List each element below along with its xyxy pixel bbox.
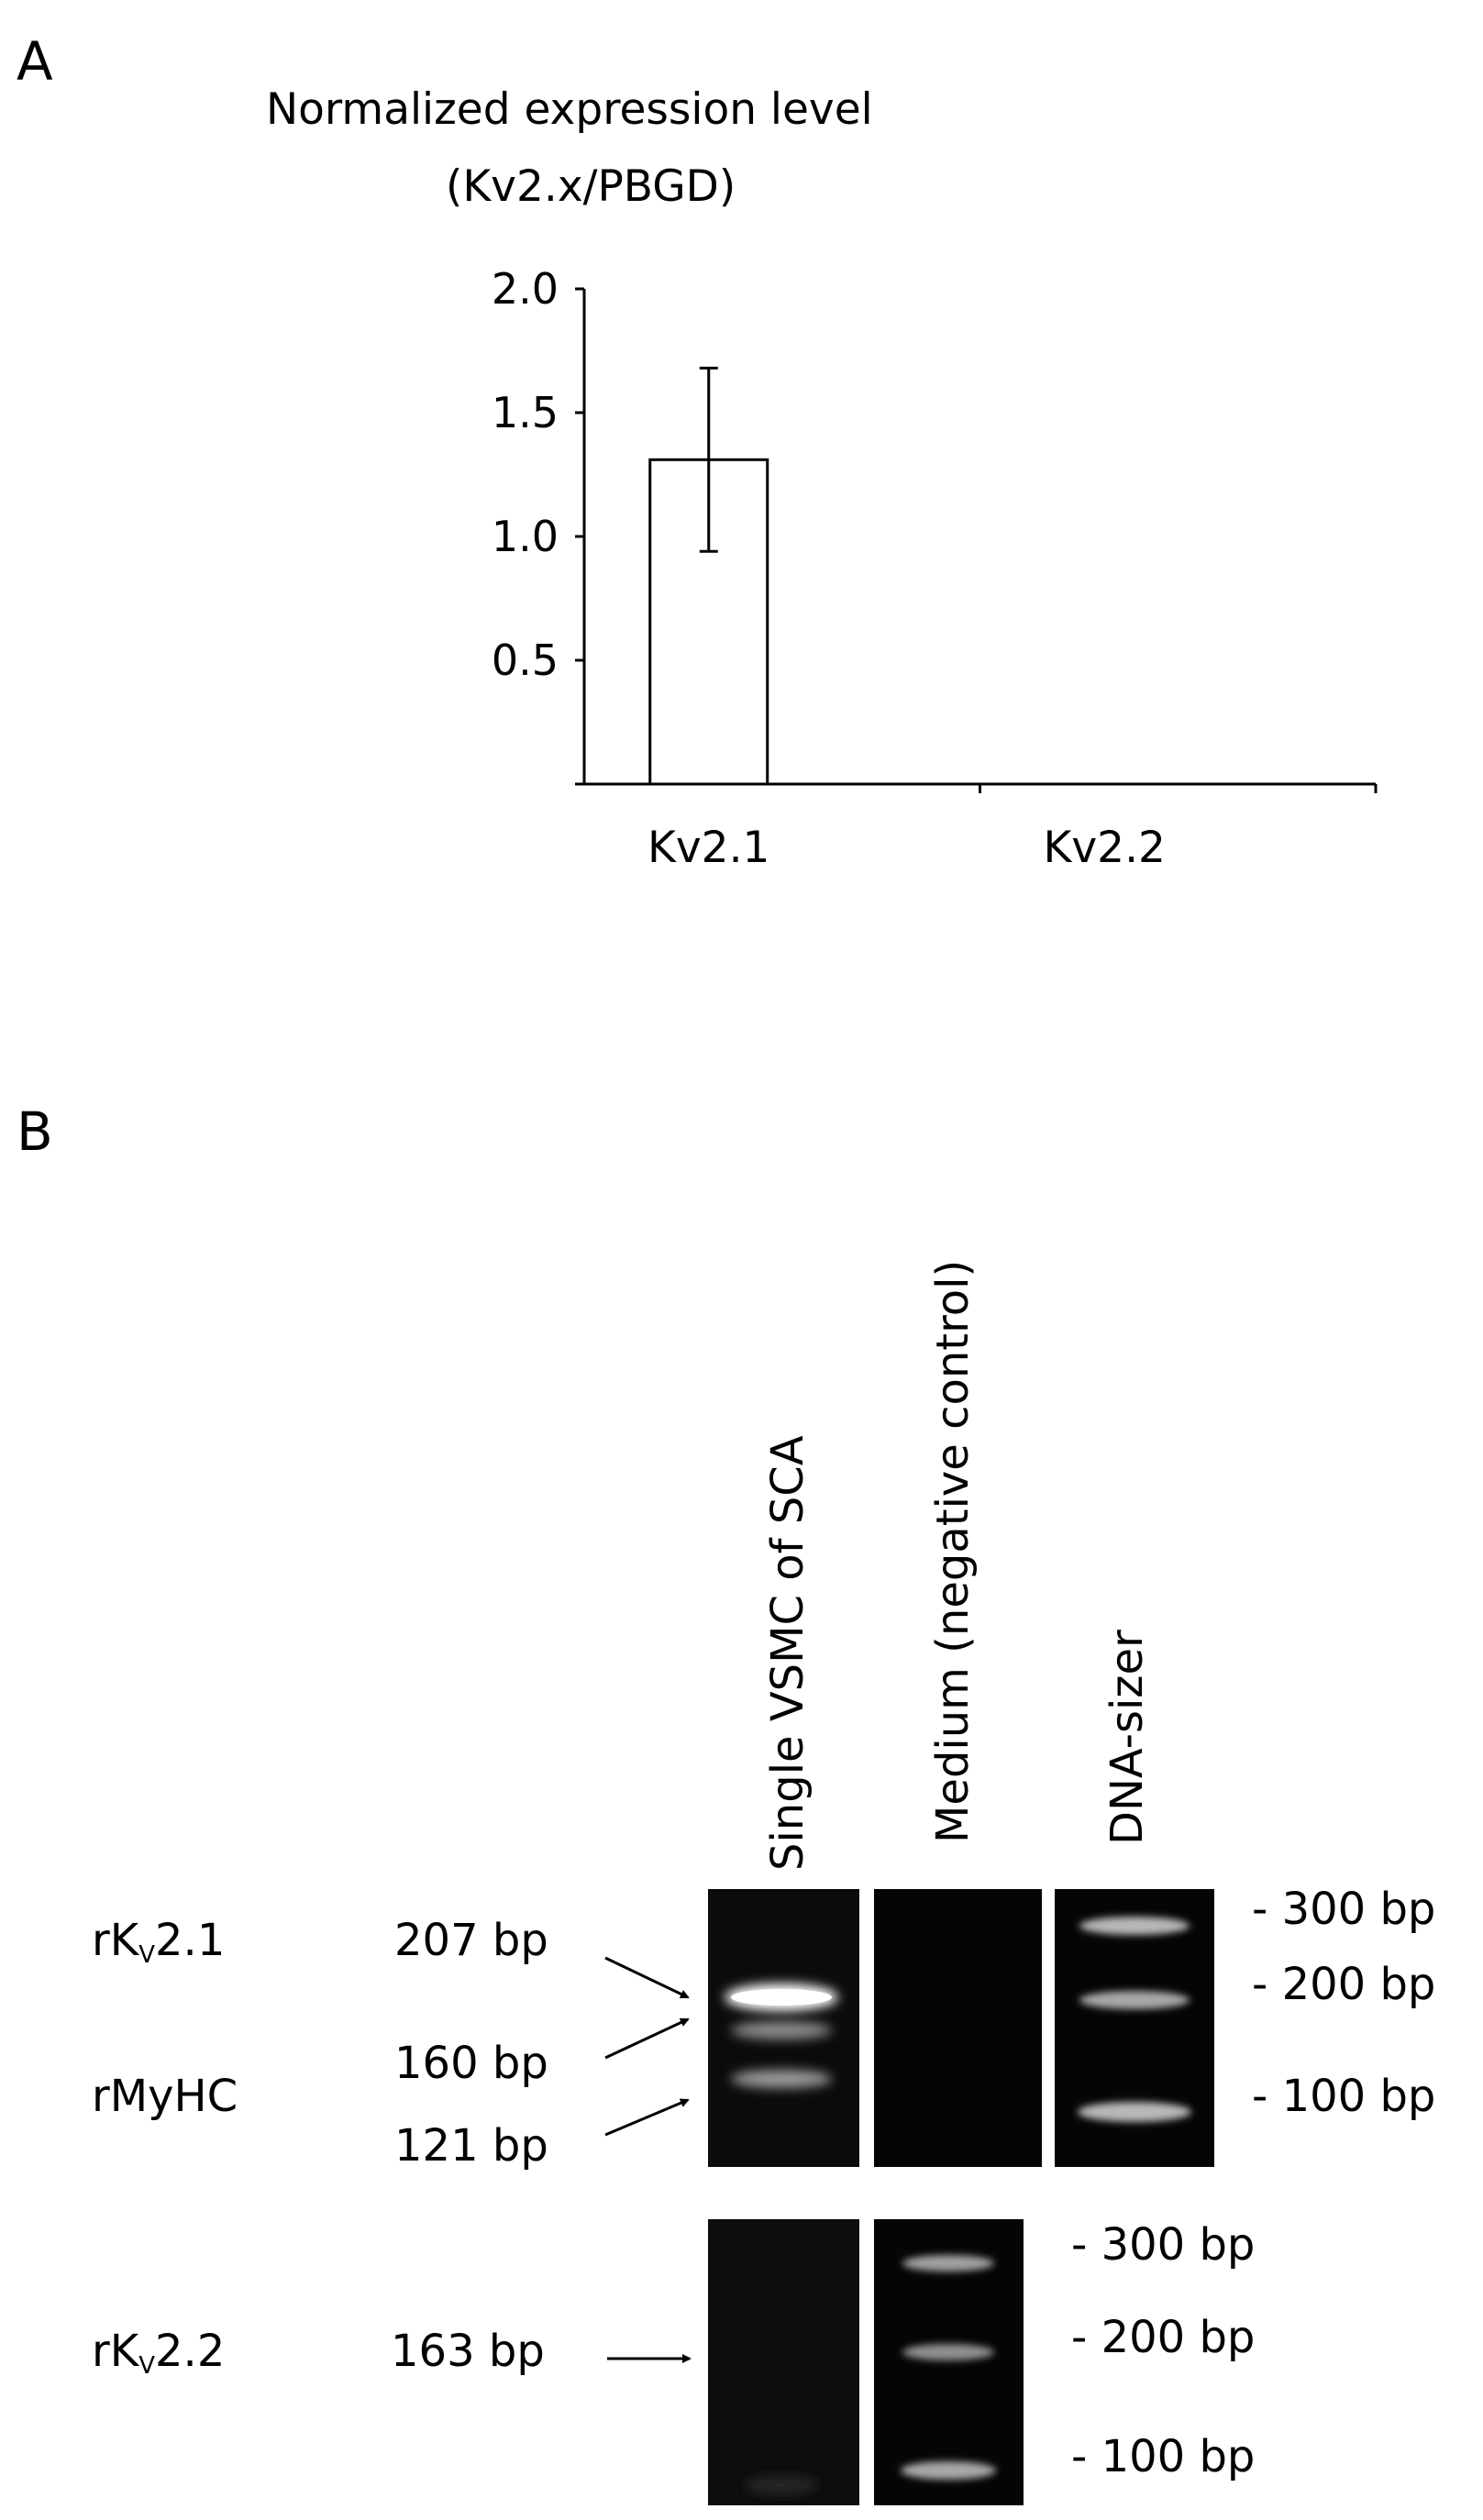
panel-b-label: B (17, 1100, 53, 1163)
ladder-bottom-300 (902, 2255, 994, 2271)
gene-label-rkv21: rKV2.1 (92, 1915, 226, 1969)
arrow-160 (604, 2017, 690, 2060)
band-121 (731, 2070, 832, 2088)
bar-chart: 0.5 1.0 1.5 2.0 Kv2.1 Kv2.2 (492, 264, 1378, 873)
x-tick-label: Kv2.1 (647, 823, 769, 873)
ladder-bottom-100 (901, 2461, 996, 2480)
gene-label-rkv22: rKV2.2 (92, 2326, 226, 2380)
ladder-bottom-200 (902, 2344, 994, 2360)
y-tick-label: 2.0 (492, 264, 559, 314)
gene-label-rmyhc: rMyHC (92, 2071, 238, 2122)
band-size-160: 160 bp (394, 2038, 548, 2089)
marker-top-300: - 300 bp (1252, 1884, 1436, 1935)
y-tick-label: 1.5 (492, 388, 559, 437)
band-size-207: 207 bp (394, 1915, 548, 1966)
chart-title: Normalized expression level (266, 84, 873, 135)
panel-a-label: A (17, 30, 53, 93)
faint-band-163 (745, 2476, 818, 2494)
marker-bottom-300: - 300 bp (1071, 2219, 1256, 2271)
band-160 (731, 2021, 832, 2039)
chart-subtitle: (Kv2.x/PBGD) (446, 161, 736, 212)
gel-lane-medium (874, 1889, 1042, 2167)
ladder-top-200 (1079, 1991, 1190, 2009)
ladder-top-300 (1079, 1917, 1190, 1935)
x-tick-label: Kv2.2 (1044, 823, 1166, 873)
ladder-top-100 (1078, 2102, 1191, 2122)
band-size-121: 121 bp (394, 2120, 548, 2172)
y-tick-label: 0.5 (492, 636, 559, 685)
marker-top-100: - 100 bp (1252, 2071, 1436, 2122)
band-207-core (731, 1989, 832, 2006)
marker-top-200: - 200 bp (1252, 1959, 1436, 2010)
arrow-121 (604, 2098, 690, 2137)
y-tick-label: 1.0 (492, 512, 559, 561)
gel-lane-vsmc-bottom (708, 2219, 859, 2505)
arrow-207 (604, 1956, 690, 1999)
band-size-163: 163 bp (391, 2326, 545, 2377)
marker-bottom-200: - 200 bp (1071, 2312, 1256, 2363)
marker-bottom-100: - 100 bp (1071, 2431, 1256, 2482)
